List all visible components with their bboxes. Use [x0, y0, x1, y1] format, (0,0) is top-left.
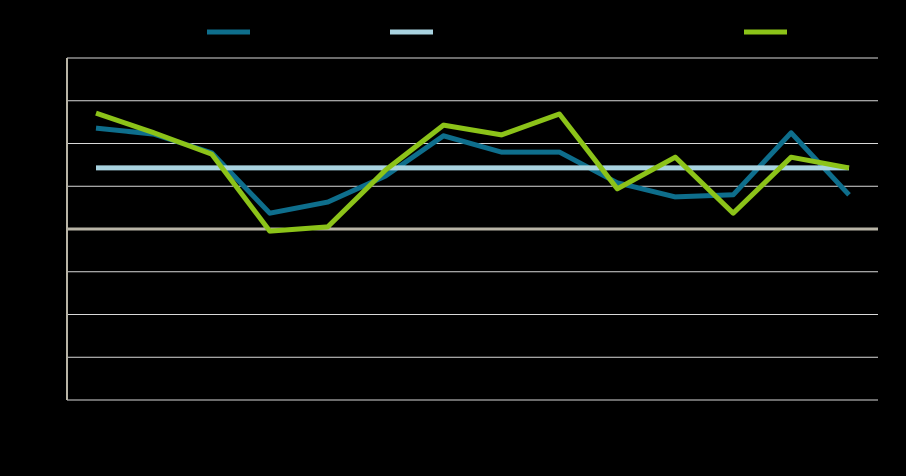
y-tick-label: 2	[52, 136, 59, 150]
y-tick-label: -4	[48, 392, 59, 406]
y-tick-label: 4	[52, 50, 59, 64]
y-tick-label: 3	[52, 93, 59, 107]
series-line	[95, 110, 850, 234]
y-tick-label: -1	[48, 264, 59, 278]
series-line	[95, 125, 851, 216]
y-tick-label: -3	[48, 349, 59, 363]
y-tick-label: 1	[52, 178, 59, 192]
y-tick-label: -2	[48, 307, 59, 321]
y-tick-label: 0	[52, 221, 59, 235]
